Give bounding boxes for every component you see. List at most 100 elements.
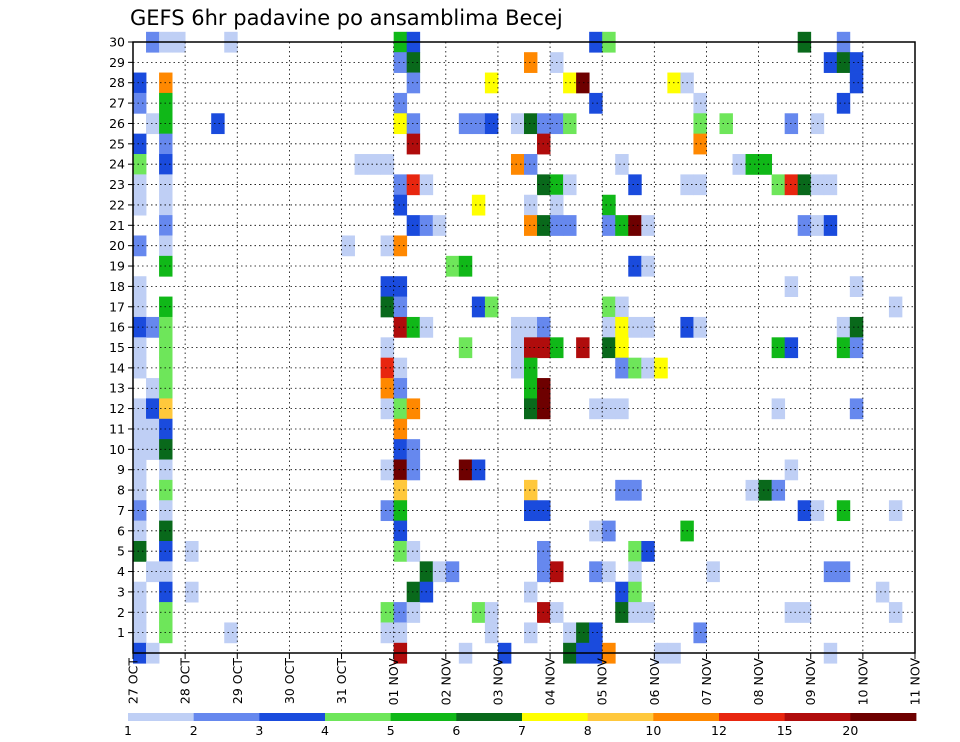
grid-layer	[133, 42, 915, 653]
y-tick-label: 3	[117, 584, 125, 599]
colorbar-label: 8	[584, 723, 592, 738]
heatmap-cell	[133, 581, 147, 603]
heatmap-cell	[849, 337, 864, 359]
y-tick-label: 6	[117, 523, 125, 538]
heatmap-cell	[380, 235, 395, 257]
y-tick-label: 16	[109, 320, 125, 335]
heatmap-cell	[849, 72, 864, 94]
y-tick-label: 21	[109, 218, 125, 233]
heatmap-cell	[628, 255, 642, 277]
heatmap-cell	[524, 378, 538, 399]
heatmap-cell	[380, 602, 395, 623]
heatmap-cell	[641, 255, 655, 277]
heatmap-cell	[524, 398, 538, 420]
y-tick-label: 15	[109, 340, 125, 355]
heatmap-cell	[771, 337, 786, 359]
y-tick-label: 8	[117, 483, 125, 498]
colorbar: 1 2 3 4 5 6 7 8 10 12 15 20	[124, 713, 917, 738]
heatmap-cell	[888, 500, 903, 522]
heatmap-cell	[393, 92, 408, 114]
heatmap-cell	[602, 561, 616, 583]
heatmap-cell	[211, 113, 225, 135]
heatmap-cell	[380, 296, 395, 318]
x-tick-label: 30 OCT	[282, 658, 297, 704]
colorbar-label: 10	[645, 723, 661, 738]
heatmap-cell	[133, 398, 147, 420]
heatmap-cell	[380, 337, 395, 359]
heatmap-cell	[524, 357, 538, 379]
heatmap-cell	[615, 296, 629, 318]
heatmap-cell	[589, 92, 603, 114]
heatmap-cell	[393, 357, 408, 379]
heatmap-cell	[628, 357, 642, 379]
heatmap-cell	[849, 52, 864, 73]
heatmap-cell	[576, 337, 590, 359]
x-tick-label: 09 NOV	[803, 658, 818, 706]
heatmap-cell	[589, 561, 603, 583]
heatmap-cell	[628, 581, 642, 603]
heatmap-cell	[823, 52, 838, 73]
x-tick-label: 31 OCT	[334, 658, 349, 704]
heatmap-cell	[133, 235, 147, 257]
heatmap-cell	[602, 316, 616, 338]
colorbar-swatch	[390, 713, 457, 721]
colorbar-swatch	[653, 713, 720, 721]
heatmap-cell	[771, 398, 786, 420]
heatmap-cell	[393, 398, 408, 420]
colorbar-label: 12	[711, 723, 727, 738]
heatmap-cell	[224, 622, 238, 644]
heatmap-cell	[628, 174, 642, 196]
colorbar-swatch	[325, 713, 392, 721]
colorbar-swatch	[522, 713, 589, 721]
heatmap-cell	[602, 215, 616, 236]
heatmap-cell	[524, 479, 538, 501]
heatmap-cell	[133, 316, 147, 338]
heatmap-cell	[393, 296, 408, 318]
y-tick-label: 4	[117, 564, 125, 579]
heatmap-cell	[393, 500, 408, 522]
heatmap-cell	[602, 296, 616, 318]
heatmap-cell	[393, 113, 408, 135]
heatmap-cell	[615, 602, 629, 623]
y-tick-label: 22	[109, 197, 125, 212]
heatmap-cell	[615, 581, 629, 603]
heatmap-cell	[628, 602, 642, 623]
x-tick-label: 27 OCT	[126, 658, 141, 704]
x-tick-label: 29 OCT	[230, 658, 245, 704]
heatmap-cell	[719, 113, 733, 135]
colorbar-swatch	[587, 713, 654, 721]
heatmap-cell	[393, 316, 408, 338]
heatmap-cell	[380, 459, 395, 481]
heatmap-cell	[615, 337, 629, 359]
colorbar-swatch	[719, 713, 786, 721]
heatmap-cell	[602, 337, 616, 359]
heatmap-cell	[471, 459, 486, 481]
colorbar-swatch	[259, 713, 326, 721]
heatmap-cell	[524, 113, 538, 135]
colorbar-swatch	[784, 713, 851, 721]
heatmap-cell	[133, 602, 147, 623]
heatmap-cell	[133, 357, 147, 379]
heatmap-cell	[458, 337, 473, 359]
heatmap-cell	[380, 276, 395, 297]
heatmap-cell	[641, 602, 655, 623]
heatmap-cell	[458, 255, 473, 277]
heatmap-cell	[393, 378, 408, 399]
heatmap-cell	[771, 479, 786, 501]
y-tick-label: 11	[109, 421, 125, 436]
heatmap-cell	[849, 276, 864, 297]
heatmap-cell	[836, 52, 851, 73]
heatmap-cell	[602, 398, 616, 420]
heatmap-cell	[524, 500, 538, 522]
heatmap-cell	[510, 154, 525, 175]
x-tick-label: 05 NOV	[595, 658, 610, 706]
heatmap-cell	[458, 113, 473, 135]
heatmap-cell	[615, 154, 629, 175]
heatmap-cell	[628, 316, 642, 338]
x-tick-label: 10 NOV	[855, 658, 870, 706]
heatmap-cell	[758, 154, 773, 175]
heatmap-cell	[393, 479, 408, 501]
heatmap-cell	[524, 316, 538, 338]
heatmap-cell	[354, 154, 368, 175]
heatmap-cell	[133, 540, 147, 562]
